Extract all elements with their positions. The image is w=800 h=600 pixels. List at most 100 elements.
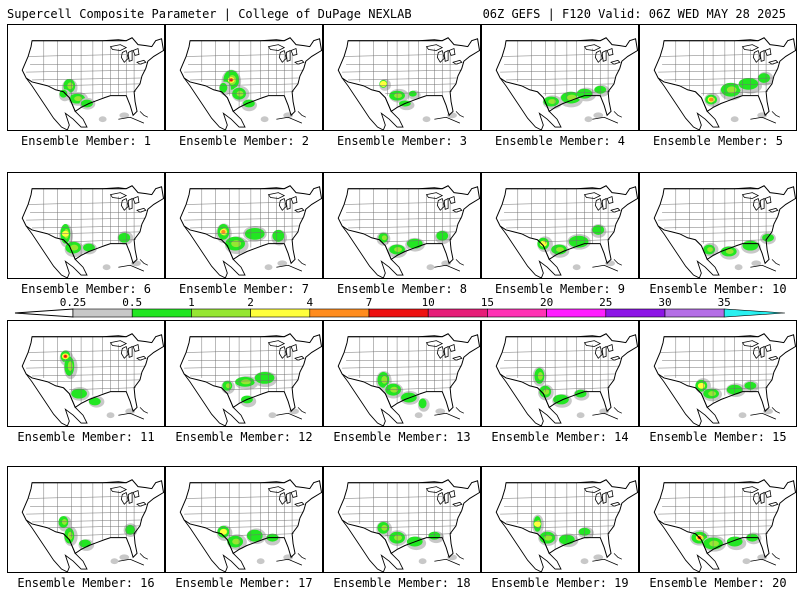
great-lake: [109, 44, 128, 51]
state-border: [543, 91, 611, 94]
ensemble-panel: [165, 320, 323, 427]
state-border: [506, 225, 616, 229]
great-lake: [741, 192, 760, 199]
bahamas-coastline: [139, 407, 148, 414]
mexico-coastline: [499, 77, 562, 130]
colorbar-tick-label: 2: [247, 296, 254, 309]
scp-contour-green: [246, 529, 263, 542]
bahamas-coastline: [771, 407, 780, 414]
great-lake: [448, 490, 456, 498]
state-border: [26, 69, 146, 73]
colorbar-tick-label: 30: [658, 296, 671, 309]
state-border: [227, 533, 295, 536]
run-valid-time: 06Z GEFS | F120 Valid: 06Z WED MAY 28 20…: [482, 7, 786, 21]
great-lake: [768, 207, 779, 213]
state-border: [664, 373, 774, 377]
state-border: [502, 202, 601, 205]
state-border: [69, 533, 137, 536]
great-lake: [448, 344, 456, 352]
bahamas-coastline: [139, 111, 148, 118]
scp-contour-gray: [289, 408, 299, 415]
canada-border: [506, 479, 607, 484]
ensemble-member-label: Ensemble Member: 15: [649, 430, 787, 444]
cuba-coastline: [276, 412, 303, 420]
great-lake: [290, 196, 298, 204]
cuba-coastline: [434, 412, 461, 420]
great-lake: [136, 207, 147, 213]
scp-contour-gray: [277, 260, 288, 267]
cuba-coastline: [434, 264, 461, 272]
colorbar-bin-1: [191, 308, 251, 318]
state-border: [186, 54, 285, 57]
scp-contour-lightgreen: [390, 386, 399, 393]
us-map: [21, 479, 164, 572]
scp-contour-gray: [572, 264, 581, 271]
mexico-coastline: [183, 519, 246, 572]
great-lake: [752, 345, 761, 359]
state-border: [26, 365, 146, 369]
bahamas-coastline: [771, 259, 780, 266]
scp-contour-orange: [221, 229, 226, 234]
cuba-coastline: [276, 264, 303, 272]
scp-contour-gray: [418, 558, 427, 565]
great-lake: [594, 491, 603, 505]
great-lake: [136, 59, 147, 65]
bahamas-coastline: [771, 553, 780, 560]
great-lake: [290, 48, 298, 56]
scp-contour-lightgreen: [537, 372, 543, 380]
great-lake: [109, 192, 128, 199]
great-lake: [278, 197, 287, 211]
cuba-coastline: [750, 264, 777, 272]
ensemble-member-label: Ensemble Member: 14: [491, 430, 629, 444]
state-border: [521, 83, 614, 87]
scp-contour-lightgreen: [74, 96, 83, 102]
ensemble-panel: [165, 172, 323, 279]
state-border: [385, 387, 453, 390]
colorbar-tick-label: 0.25: [60, 296, 87, 309]
state-border: [500, 217, 620, 221]
ensemble-member-label: Ensemble Member: 12: [175, 430, 313, 444]
colorbar-tick-label: 10: [422, 296, 435, 309]
great-lake: [601, 49, 607, 62]
scp-contour-green: [244, 227, 265, 240]
state-border: [660, 350, 759, 353]
ensemble-member-label: Ensemble Member: 11: [17, 430, 155, 444]
state-border: [47, 231, 140, 235]
canada-border: [506, 185, 607, 190]
great-lake: [294, 355, 305, 361]
bahamas-coastline: [297, 407, 306, 414]
scp-contour-gray: [414, 412, 423, 419]
scp-contour-lightgreen: [67, 361, 73, 372]
great-lake: [583, 340, 602, 347]
state-border: [521, 231, 614, 235]
scp-contour-lightgreen: [394, 93, 402, 99]
scp-contour-yellow: [379, 80, 387, 87]
scp-contour-gray: [422, 116, 431, 123]
mexico-coastline: [183, 225, 246, 278]
scp-contour-green: [88, 397, 101, 406]
scp-contour-green: [254, 372, 275, 384]
state-border: [26, 511, 146, 515]
colorbar-bin-20: [546, 308, 607, 318]
state-border: [701, 387, 769, 390]
cuba-coastline: [118, 116, 145, 124]
cuba-coastline: [592, 558, 619, 566]
state-border: [69, 239, 137, 242]
great-lake: [290, 490, 298, 498]
ensemble-panel: [323, 172, 481, 279]
state-border: [184, 365, 304, 369]
state-border: [385, 533, 453, 536]
state-border: [227, 91, 295, 94]
cuba-coastline: [118, 412, 145, 420]
great-lake: [127, 491, 133, 504]
mexico-coastline: [499, 373, 562, 426]
state-border: [500, 511, 620, 515]
state-border: [190, 77, 300, 81]
state-border: [664, 519, 774, 523]
great-lake: [606, 344, 614, 352]
ensemble-panel: [7, 466, 165, 573]
scp-contour-gray: [110, 558, 119, 565]
great-lake: [267, 486, 286, 493]
great-lake: [294, 59, 305, 65]
state-border: [184, 69, 304, 73]
